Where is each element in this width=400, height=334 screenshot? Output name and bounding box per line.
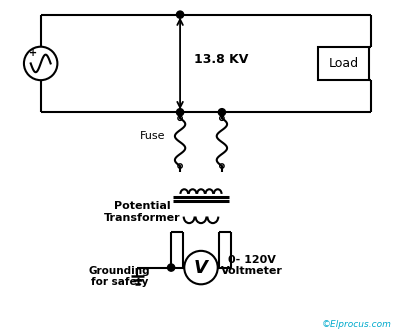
Text: Load: Load: [328, 57, 358, 70]
Text: Grounding
for safety: Grounding for safety: [88, 266, 150, 287]
Text: Fuse: Fuse: [140, 131, 165, 141]
Text: 0- 120V
Voltmeter: 0- 120V Voltmeter: [221, 255, 282, 277]
Text: V: V: [194, 259, 208, 277]
Circle shape: [176, 11, 184, 18]
Circle shape: [176, 109, 184, 116]
Text: ©Elprocus.com: ©Elprocus.com: [321, 320, 391, 329]
Text: +: +: [30, 48, 38, 58]
Circle shape: [168, 264, 175, 271]
Text: 13.8 KV: 13.8 KV: [194, 53, 248, 66]
Bar: [318, 46, 369, 80]
Text: Potential
Transformer: Potential Transformer: [104, 201, 180, 223]
Circle shape: [218, 109, 226, 116]
